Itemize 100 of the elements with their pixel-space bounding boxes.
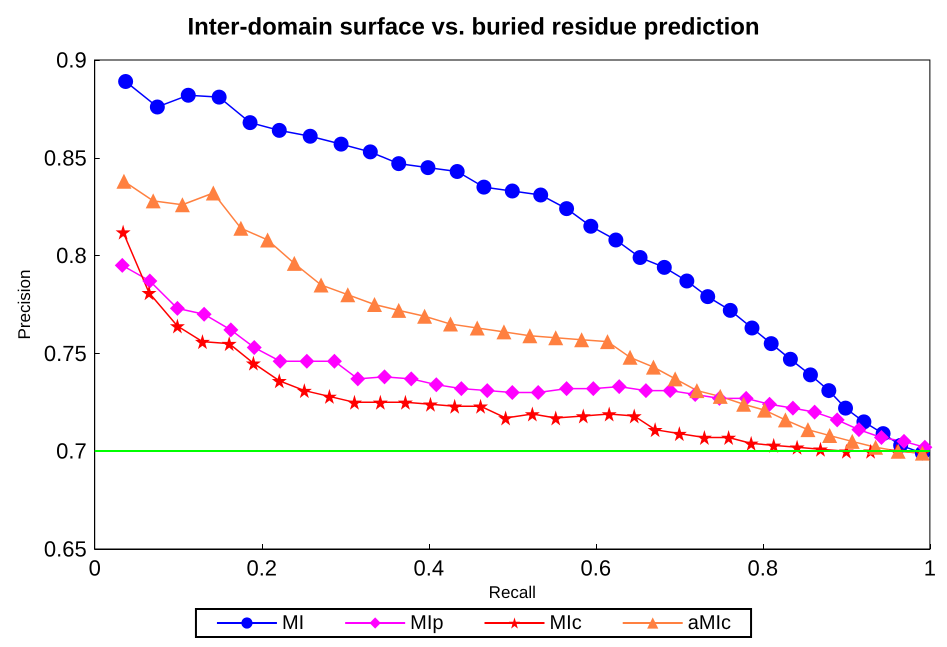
point	[608, 232, 624, 248]
point	[116, 174, 132, 189]
y-tick-label: 0.7	[56, 438, 87, 464]
point	[470, 320, 485, 336]
point	[391, 302, 406, 318]
point	[656, 260, 672, 275]
point	[246, 356, 261, 371]
point	[764, 336, 779, 352]
point	[150, 99, 165, 114]
point	[778, 412, 793, 428]
point	[222, 336, 237, 352]
point	[314, 277, 329, 292]
point	[454, 381, 469, 396]
point	[830, 412, 845, 428]
y-tick-label: 0.75	[44, 340, 87, 366]
point	[334, 136, 349, 152]
point	[340, 287, 356, 302]
point	[700, 289, 716, 304]
legend-label: MIp	[410, 612, 444, 634]
point	[194, 334, 210, 350]
point	[450, 164, 465, 179]
point	[600, 334, 616, 350]
x-tick-label: 0.2	[246, 556, 278, 580]
point	[212, 90, 227, 105]
point	[574, 332, 590, 348]
point	[362, 144, 378, 160]
point	[170, 300, 185, 316]
point	[246, 340, 262, 356]
point	[299, 354, 314, 369]
point	[377, 369, 392, 384]
point	[548, 330, 564, 346]
point	[530, 385, 546, 400]
point	[736, 396, 752, 412]
point	[626, 408, 642, 424]
legend-label: aMIc	[688, 612, 732, 634]
point	[350, 371, 366, 386]
point	[586, 381, 601, 396]
point	[272, 122, 287, 138]
point	[302, 128, 318, 144]
point	[757, 402, 772, 418]
point	[346, 394, 362, 410]
point	[821, 383, 836, 398]
point	[800, 422, 816, 438]
point	[367, 297, 382, 312]
point	[533, 187, 548, 202]
point	[417, 308, 432, 324]
point	[420, 160, 436, 176]
point	[391, 156, 406, 172]
point	[170, 318, 185, 334]
point	[838, 400, 854, 416]
point	[722, 302, 738, 318]
y-tick-label: 0.85	[44, 145, 87, 170]
point	[326, 354, 342, 369]
point	[622, 350, 638, 365]
y-tick-label: 0.8	[56, 243, 87, 268]
point	[679, 274, 694, 289]
point	[174, 197, 190, 212]
y-axis-title: Precision	[15, 270, 34, 340]
point	[689, 383, 704, 398]
x-tick-label: 0	[88, 556, 101, 580]
chart-title: Inter-domain surface vs. buried residue prediction	[187, 14, 760, 40]
point	[260, 232, 276, 248]
point	[398, 394, 413, 410]
point	[648, 422, 663, 438]
point	[721, 430, 736, 446]
point	[612, 379, 627, 394]
point	[142, 285, 157, 300]
point	[404, 371, 419, 386]
point	[422, 396, 438, 412]
point	[223, 322, 238, 338]
point	[785, 400, 800, 416]
x-tick-label: 0.4	[413, 556, 444, 580]
point	[322, 388, 337, 404]
point	[504, 184, 520, 199]
point	[822, 428, 838, 444]
point	[473, 398, 488, 414]
point	[524, 406, 540, 422]
point	[782, 352, 798, 367]
point	[286, 256, 302, 271]
x-tick-label: 1	[924, 556, 936, 580]
y-tick-label: 0.65	[44, 536, 87, 562]
point	[576, 408, 591, 424]
point	[744, 436, 759, 451]
legend-label: MI	[282, 612, 304, 634]
point	[480, 383, 495, 398]
point	[272, 373, 287, 388]
point	[602, 406, 617, 422]
point	[146, 193, 161, 208]
x-tick-label: 0.6	[580, 556, 612, 580]
y-tick-label: 0.9	[56, 48, 87, 72]
point	[662, 383, 678, 398]
point	[583, 218, 598, 234]
x-axis-title: Recall	[488, 582, 536, 602]
point	[476, 180, 492, 195]
point	[638, 383, 654, 398]
point	[632, 250, 648, 266]
legend-label: MIc	[550, 612, 582, 634]
point	[696, 430, 712, 446]
point	[443, 316, 458, 332]
point	[242, 115, 258, 130]
